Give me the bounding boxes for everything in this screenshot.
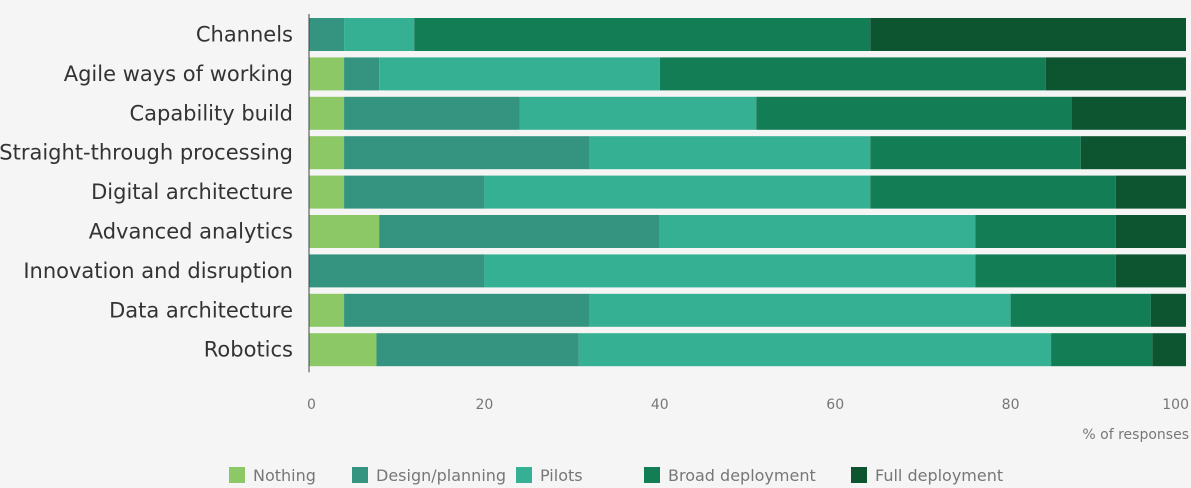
bar-straight-through-processing-full-deployment (1080, 136, 1186, 170)
legend-swatch-pilots (516, 467, 532, 483)
bar-digital-architecture-broad-deployment (870, 175, 1116, 209)
legend-label-pilots: Pilots (540, 466, 583, 485)
bar-agile-ways-of-working-design-planning (344, 57, 380, 91)
bar-advanced-analytics-nothing (309, 215, 380, 248)
x-tick-labels: 0 20 40 60 80 100 (307, 397, 1189, 413)
x-tick-label: 0 (307, 397, 316, 413)
bar-robotics-pilots (578, 333, 1052, 367)
bar-channels-full-deployment (870, 18, 1186, 51)
bar-capability-build-full-deployment (1071, 96, 1186, 130)
bar-capability-build-nothing (309, 96, 345, 130)
x-tick-label: 100 (1162, 397, 1189, 413)
bar-data-architecture-design-planning (344, 293, 590, 327)
bar-straight-through-processing-design-planning (344, 136, 590, 170)
bar-agile-ways-of-working-broad-deployment (659, 57, 1046, 91)
category-label: Data architecture (109, 298, 293, 322)
category-label: Digital architecture (91, 180, 293, 204)
bar-advanced-analytics-design-planning (379, 215, 660, 248)
bar-digital-architecture-full-deployment (1115, 175, 1186, 209)
category-label: Channels (196, 23, 293, 47)
bar-capability-build-design-planning (344, 96, 520, 130)
bar-digital-architecture-pilots (484, 175, 871, 209)
bar-data-architecture-pilots (589, 293, 1011, 327)
bar-data-architecture-broad-deployment (1010, 293, 1151, 327)
bar-robotics-design-planning (376, 333, 579, 367)
bar-digital-architecture-nothing (309, 175, 345, 209)
legend-swatch-full-deployment (851, 467, 867, 483)
legend-label-full-deployment: Full deployment (875, 466, 1003, 485)
bar-data-architecture-nothing (309, 293, 345, 327)
bar-robotics-full-deployment (1152, 333, 1186, 367)
legend: Nothing Design/planning Pilots Broad deploy… (229, 466, 1003, 485)
category-label: Agile ways of working (64, 62, 293, 86)
bar-robotics-nothing (309, 333, 377, 367)
category-label: Advanced analytics (89, 220, 293, 244)
legend-swatch-broad-deployment (644, 467, 660, 483)
legend-label-nothing: Nothing (253, 466, 316, 485)
bar-innovation-and-disruption-design-planning (309, 254, 485, 288)
bar-capability-build-broad-deployment (756, 96, 1072, 130)
x-axis-title: % of responses (1082, 427, 1189, 443)
bar-channels-pilots (344, 18, 415, 51)
x-tick-label: 20 (475, 397, 493, 413)
x-tick-label: 80 (1002, 397, 1020, 413)
bar-data-architecture-full-deployment (1150, 293, 1186, 327)
bar-channels-broad-deployment (414, 18, 871, 51)
bar-innovation-and-disruption-pilots (484, 254, 976, 288)
legend-swatch-design-planning (352, 467, 368, 483)
bar-agile-ways-of-working-full-deployment (1045, 57, 1186, 91)
bar-agile-ways-of-working-pilots (379, 57, 660, 91)
legend-swatch-nothing (229, 467, 245, 483)
bar-advanced-analytics-full-deployment (1115, 215, 1186, 248)
legend-label-design-planning: Design/planning (376, 466, 506, 485)
bar-straight-through-processing-pilots (589, 136, 871, 170)
bar-agile-ways-of-working-nothing (309, 57, 345, 91)
category-label: Capability build (129, 101, 293, 125)
category-label: Robotics (204, 338, 293, 362)
bar-innovation-and-disruption-full-deployment (1115, 254, 1186, 288)
bar-channels-design-planning (309, 18, 345, 51)
bars (309, 18, 1186, 367)
x-tick-label: 60 (826, 397, 844, 413)
category-label: Straight-through processing (0, 141, 293, 165)
category-label: Innovation and disruption (23, 259, 293, 283)
bar-advanced-analytics-pilots (659, 215, 976, 248)
bar-digital-architecture-design-planning (344, 175, 485, 209)
bar-advanced-analytics-broad-deployment (975, 215, 1116, 248)
bar-straight-through-processing-broad-deployment (870, 136, 1081, 170)
bar-capability-build-pilots (519, 96, 757, 130)
bar-robotics-broad-deployment (1051, 333, 1153, 367)
x-tick-label: 40 (651, 397, 669, 413)
category-labels: Channels Agile ways of working Capability … (0, 23, 293, 362)
bar-innovation-and-disruption-broad-deployment (975, 254, 1116, 288)
bar-straight-through-processing-nothing (309, 136, 345, 170)
legend-label-broad-deployment: Broad deployment (668, 466, 816, 485)
